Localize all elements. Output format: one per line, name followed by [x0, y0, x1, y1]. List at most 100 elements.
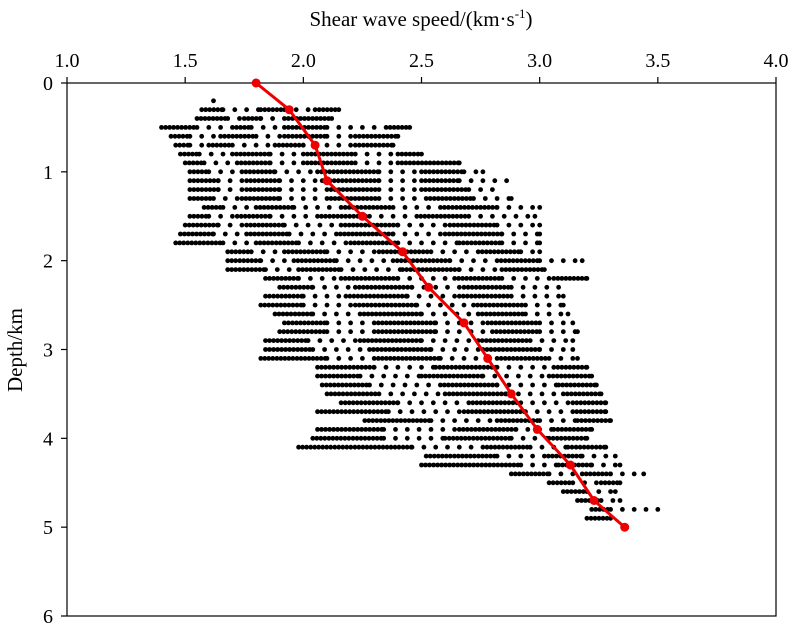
scatter-point: [343, 169, 348, 175]
scatter-point: [426, 213, 432, 219]
scatter-point: [456, 160, 462, 166]
scatter-point: [537, 231, 543, 237]
scatter-point: [354, 231, 359, 237]
scatter-point: [447, 196, 453, 201]
scatter-point: [495, 302, 500, 308]
scatter-point: [356, 142, 362, 148]
scatter-point: [560, 258, 566, 264]
scatter-point: [256, 187, 262, 193]
scatter-point: [502, 418, 508, 423]
scatter-point: [206, 125, 212, 130]
scatter-point: [403, 347, 409, 352]
scatter-point: [511, 302, 517, 308]
scatter-point: [487, 418, 493, 423]
scatter-point: [487, 222, 493, 228]
scatter-point: [372, 240, 378, 246]
scatter-point: [546, 409, 552, 415]
scatter-point: [445, 284, 450, 290]
scatter-point: [494, 258, 500, 264]
scatter-point: [455, 373, 461, 379]
scatter-point: [419, 178, 424, 184]
scatter-point: [312, 187, 318, 193]
scatter-point: [327, 169, 332, 175]
scatter-point: [514, 258, 520, 264]
scatter-point: [579, 418, 584, 423]
scatter-point: [286, 133, 291, 139]
scatter-point: [494, 356, 500, 361]
scatter-point: [383, 347, 388, 352]
scatter-point: [462, 382, 467, 388]
scatter-point: [454, 391, 460, 397]
scatter-point: [524, 347, 530, 352]
scatter-point: [338, 400, 344, 406]
scatter-point: [528, 347, 534, 352]
scatter-point: [196, 151, 202, 157]
scatter-point: [588, 382, 594, 388]
scatter-point: [430, 240, 436, 246]
scatter-point: [375, 427, 381, 432]
scatter-point: [203, 187, 209, 193]
scatter-point: [480, 178, 486, 184]
scatter-point: [442, 222, 448, 228]
scatter-point: [229, 258, 235, 264]
scatter-point: [275, 347, 280, 352]
scatter-point: [343, 240, 349, 246]
scatter-point: [474, 205, 479, 210]
scatter-point: [447, 373, 452, 379]
scatter-point: [468, 276, 474, 281]
scatter-point: [541, 471, 546, 477]
scatter-point: [315, 409, 320, 415]
scatter-point: [451, 178, 456, 184]
scatter-point: [470, 391, 476, 397]
scatter-point: [466, 338, 472, 343]
scatter-point: [525, 320, 531, 326]
scatter-point: [388, 196, 394, 201]
scatter-point: [226, 133, 232, 139]
scatter-point: [208, 151, 214, 157]
scatter-point: [335, 213, 340, 219]
scatter-point: [253, 258, 259, 264]
scatter-point: [300, 151, 306, 157]
scatter-point: [577, 444, 583, 450]
scatter-point: [286, 116, 291, 121]
scatter-point: [378, 213, 384, 219]
scatter-point: [369, 284, 374, 290]
scatter-point: [282, 125, 287, 130]
scatter-point: [539, 338, 545, 343]
scatter-point: [405, 302, 410, 308]
scatter-point: [546, 276, 552, 281]
scatter-point: [506, 329, 511, 335]
scatter-point: [319, 258, 325, 264]
scatter-point: [430, 258, 436, 264]
scatter-point: [442, 276, 448, 281]
scatter-point: [399, 125, 405, 130]
scatter-point: [197, 240, 203, 246]
scatter-point: [494, 196, 500, 201]
scatter-point: [263, 338, 268, 343]
scatter-point: [394, 418, 400, 423]
scatter-point: [527, 444, 533, 450]
scatter-point: [508, 249, 513, 255]
scatter-point: [191, 178, 197, 184]
scatter-point: [324, 196, 330, 201]
x-tick-label: 2.5: [409, 50, 434, 72]
scatter-point: [332, 196, 338, 201]
scatter-point: [338, 267, 344, 272]
scatter-point: [593, 444, 599, 450]
scatter-point: [447, 453, 453, 459]
scatter-point: [334, 231, 339, 237]
scatter-point: [464, 453, 469, 459]
scatter-point: [179, 125, 185, 130]
scatter-point: [631, 507, 637, 512]
scatter-point: [485, 364, 491, 370]
scatter-point: [496, 347, 502, 352]
scatter-point: [397, 284, 402, 290]
scatter-point: [451, 222, 457, 228]
scatter-point: [530, 249, 535, 255]
scatter-point: [568, 382, 573, 388]
scatter-point: [505, 427, 510, 432]
scatter-point: [177, 142, 183, 148]
scatter-point: [390, 205, 396, 210]
scatter-point: [390, 213, 396, 219]
scatter-point: [366, 400, 372, 406]
